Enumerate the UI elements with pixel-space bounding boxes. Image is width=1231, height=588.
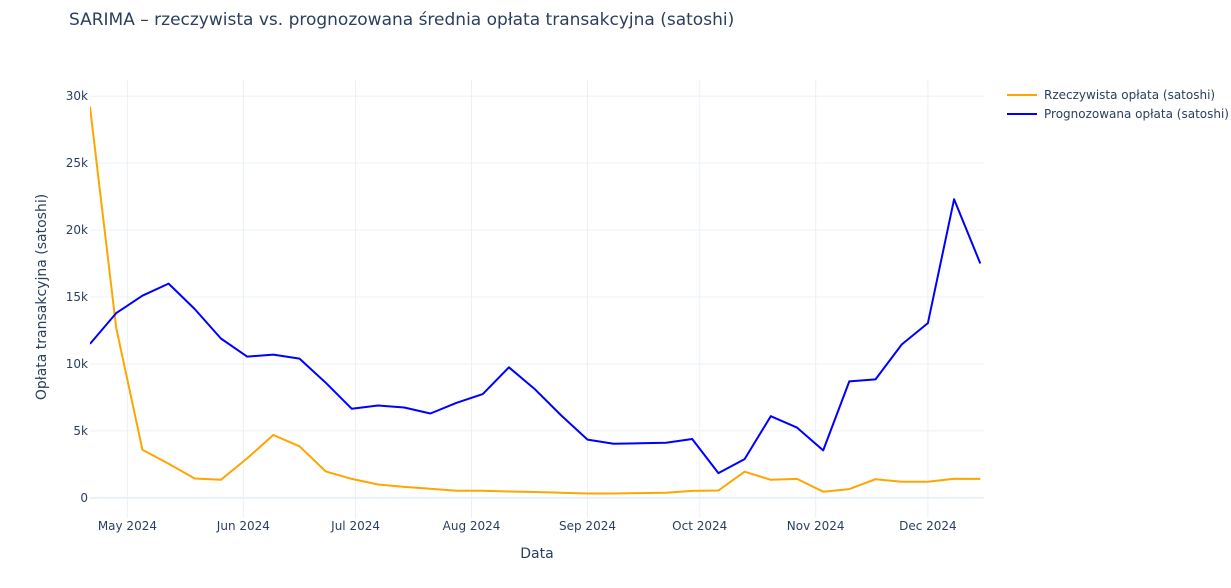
chart-title: SARIMA – rzeczywista vs. prognozowana śr… bbox=[69, 10, 735, 30]
x-axis-ticks: May 2024 Jun 2024 Jul 2024 Aug 2024 Sep 2024… bbox=[98, 519, 957, 533]
y-axis-ticks: 0 5k 10k 15k 20k 25k 30k bbox=[66, 89, 88, 505]
x-tick-label: Jul 2024 bbox=[330, 519, 380, 533]
y-tick-label: 0 bbox=[80, 491, 88, 505]
x-tick-label: Oct 2024 bbox=[672, 519, 727, 533]
legend-label: Rzeczywista opłata (satoshi) bbox=[1044, 88, 1215, 102]
y-tick-label: 30k bbox=[66, 89, 88, 103]
y-tick-label: 15k bbox=[66, 290, 88, 304]
x-tick-label: Sep 2024 bbox=[559, 519, 616, 533]
y-tick-label: 20k bbox=[66, 223, 88, 237]
x-axis-title: Data bbox=[520, 546, 553, 562]
y-tick-label: 5k bbox=[73, 424, 88, 438]
legend: Rzeczywista opłata (satoshi) Prognozowana… bbox=[1007, 88, 1229, 121]
x-tick-label: Aug 2024 bbox=[443, 519, 501, 533]
x-tick-label: Nov 2024 bbox=[787, 519, 845, 533]
legend-item[interactable]: Prognozowana opłata (satoshi) bbox=[1007, 107, 1229, 121]
legend-label: Prognozowana opłata (satoshi) bbox=[1044, 107, 1229, 121]
series-line-0 bbox=[90, 106, 981, 495]
x-tick-label: Dec 2024 bbox=[899, 519, 957, 533]
y-tick-label: 10k bbox=[66, 357, 88, 371]
series-line-1 bbox=[90, 198, 982, 475]
series-group bbox=[90, 106, 982, 495]
x-tick-label: May 2024 bbox=[98, 519, 157, 533]
x-tick-label: Jun 2024 bbox=[216, 519, 270, 533]
y-tick-label: 25k bbox=[66, 156, 88, 170]
gridlines bbox=[90, 80, 984, 518]
legend-item[interactable]: Rzeczywista opłata (satoshi) bbox=[1007, 88, 1215, 102]
y-axis-title: Opłata transakcyjna (satoshi) bbox=[34, 194, 50, 400]
